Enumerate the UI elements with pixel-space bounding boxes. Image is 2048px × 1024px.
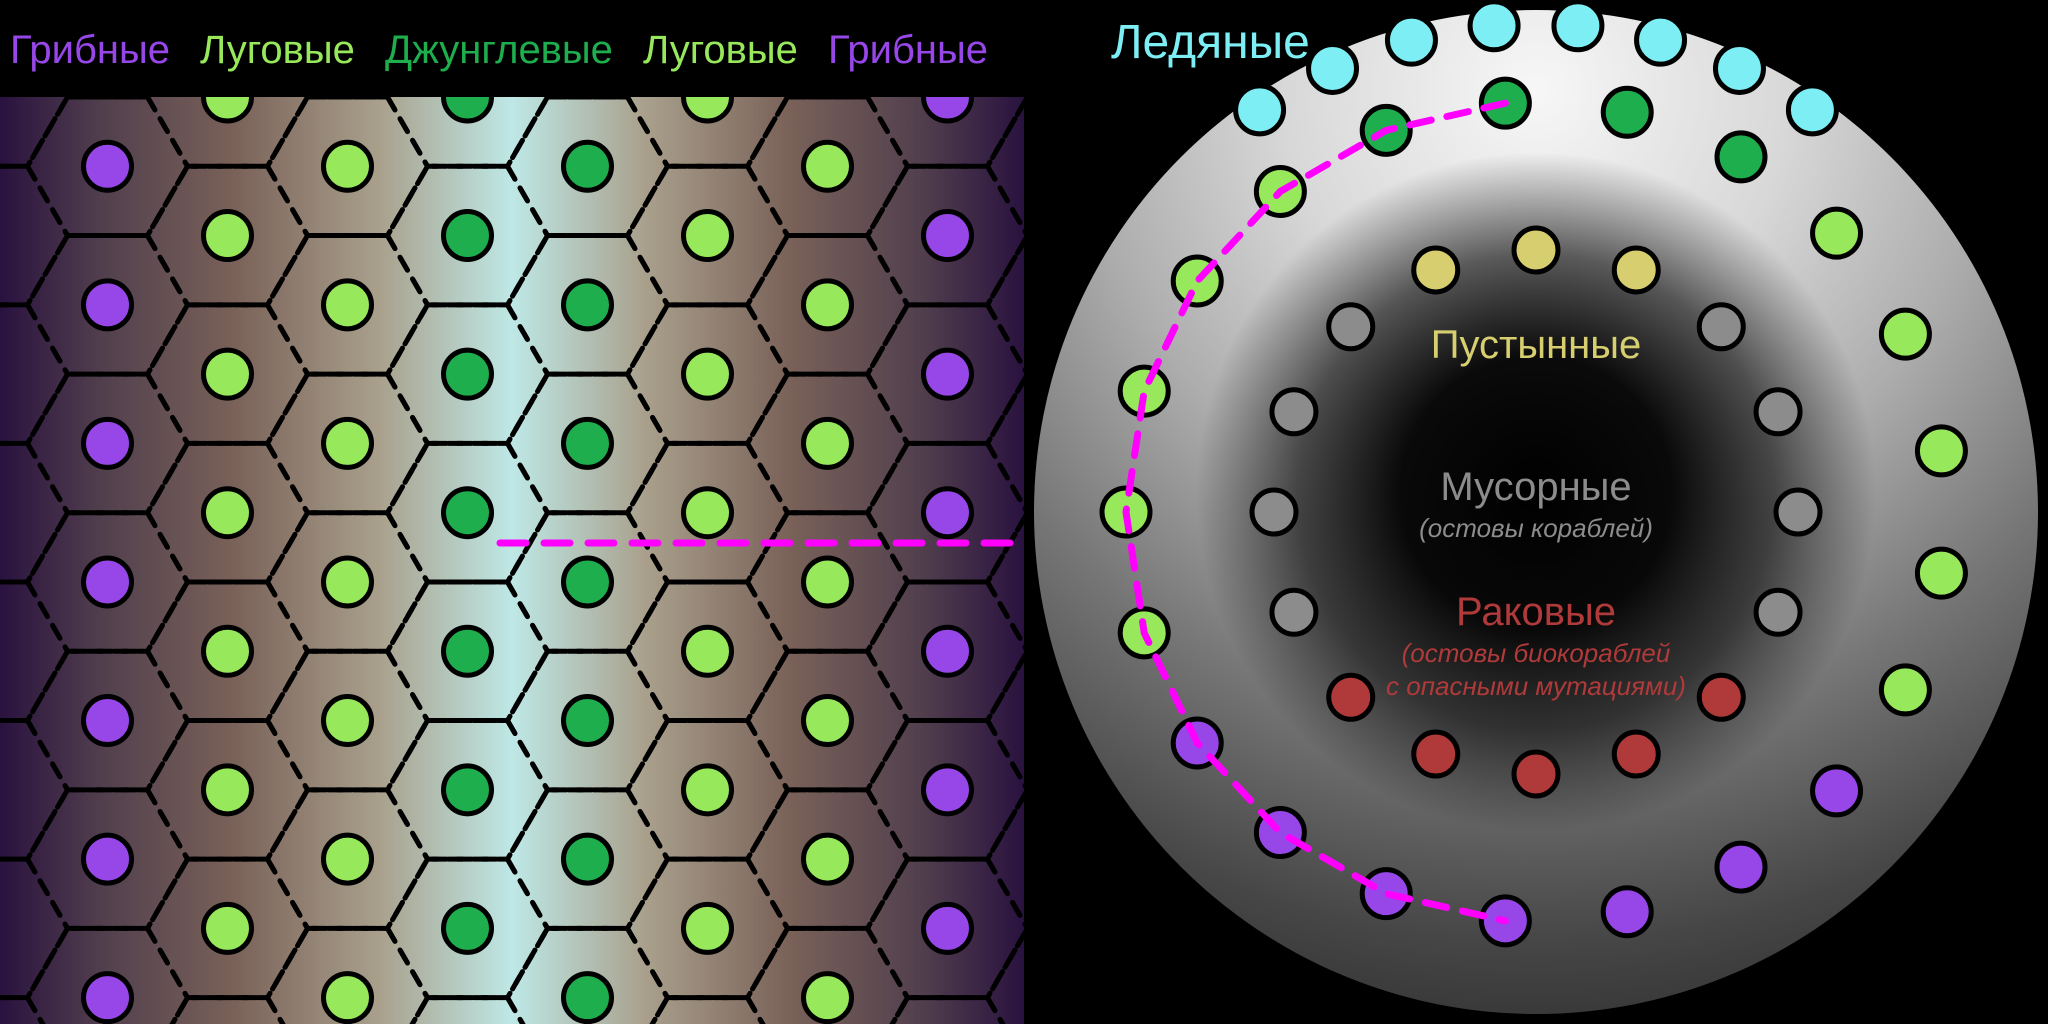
svg-text:Ледяные: Ледяные bbox=[1111, 16, 1310, 69]
svg-text:Грибные: Грибные bbox=[828, 28, 988, 72]
svg-text:(остовы кораблей): (остовы кораблей) bbox=[1419, 513, 1653, 543]
svg-text:Пустынные: Пустынные bbox=[1431, 323, 1642, 367]
svg-text:с опасными мутациями): с опасными мутациями) bbox=[1386, 671, 1686, 701]
svg-text:Мусорные: Мусорные bbox=[1440, 465, 1631, 509]
svg-text:Джунглевые: Джунглевые bbox=[385, 28, 613, 72]
svg-text:Раковые: Раковые bbox=[1456, 590, 1616, 634]
svg-text:Луговые: Луговые bbox=[643, 28, 798, 72]
svg-text:Грибные: Грибные bbox=[10, 28, 170, 72]
svg-text:Луговые: Луговые bbox=[200, 28, 355, 72]
svg-text:(остовы биокораблей: (остовы биокораблей bbox=[1402, 638, 1671, 668]
